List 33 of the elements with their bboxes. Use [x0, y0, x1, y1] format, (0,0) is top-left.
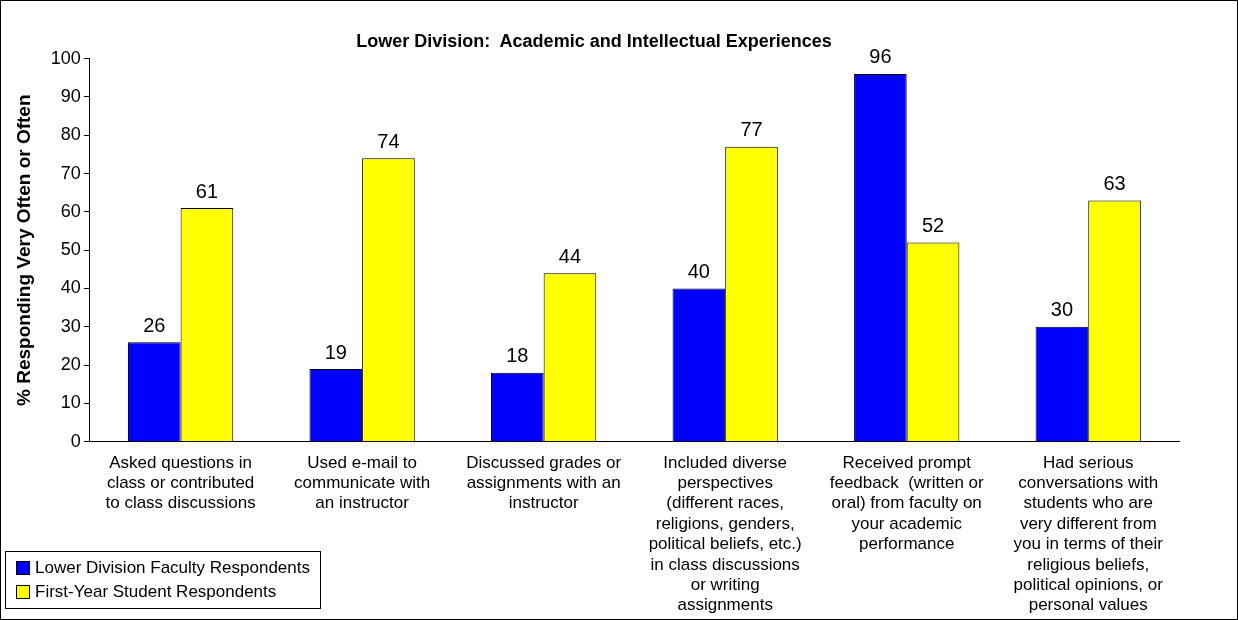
data-label: 26	[143, 313, 166, 336]
x-tick-label: Received prompt feedback (written or oral) from faculty on your academic performance	[829, 452, 985, 554]
legend-label: Lower Division Faculty Respondents	[35, 558, 310, 578]
data-label: 52	[921, 214, 945, 237]
y-tick-label: 100	[50, 47, 81, 68]
x-tick-label: Had serious conversations with students who are very different from you in terms of their religious beliefs, political opinions, or personal values	[1013, 452, 1164, 615]
y-tick-label: 70	[60, 162, 81, 183]
x-tick-label: Asked questions in class or contributed to class discussions	[105, 452, 256, 513]
data-label: 61	[195, 179, 219, 202]
y-tick-label: 80	[60, 124, 81, 145]
data-label: 40	[687, 260, 710, 283]
x-tick-label: Used e-mail to communicate with an instructor	[294, 452, 431, 513]
y-tick-label: 0	[70, 430, 81, 451]
data-label: 96	[869, 45, 892, 68]
y-tick-label: 40	[60, 277, 81, 298]
data-label: 18	[506, 344, 529, 367]
y-tick-label: 20	[60, 354, 81, 375]
data-label: 19	[324, 340, 347, 363]
data-label: 63	[1103, 171, 1126, 194]
y-tick-label: 50	[60, 239, 81, 260]
x-tick-label: Discussed grades or assignments with an instructor	[466, 452, 622, 513]
y-tick-label: 30	[60, 315, 81, 336]
chart-title: Lower Division: Academic and Intellectual Experiences	[356, 30, 832, 51]
data-label: 44	[558, 244, 582, 267]
y-tick-label: 90	[60, 85, 81, 106]
x-tick-label: Included diverse perspectives (different races, religions, genders, political beliefs, etc.) in class discussions or writing assignments	[648, 452, 802, 615]
y-tick-label: 60	[60, 200, 81, 221]
y-tick-label: 10	[60, 392, 81, 413]
data-label: 74	[377, 129, 400, 152]
data-label: 30	[1050, 298, 1074, 321]
y-axis-title: % Responding Very Often or Often	[12, 94, 34, 406]
legend-label: First-Year Student Respondents	[35, 582, 277, 602]
data-label: 77	[740, 118, 763, 141]
